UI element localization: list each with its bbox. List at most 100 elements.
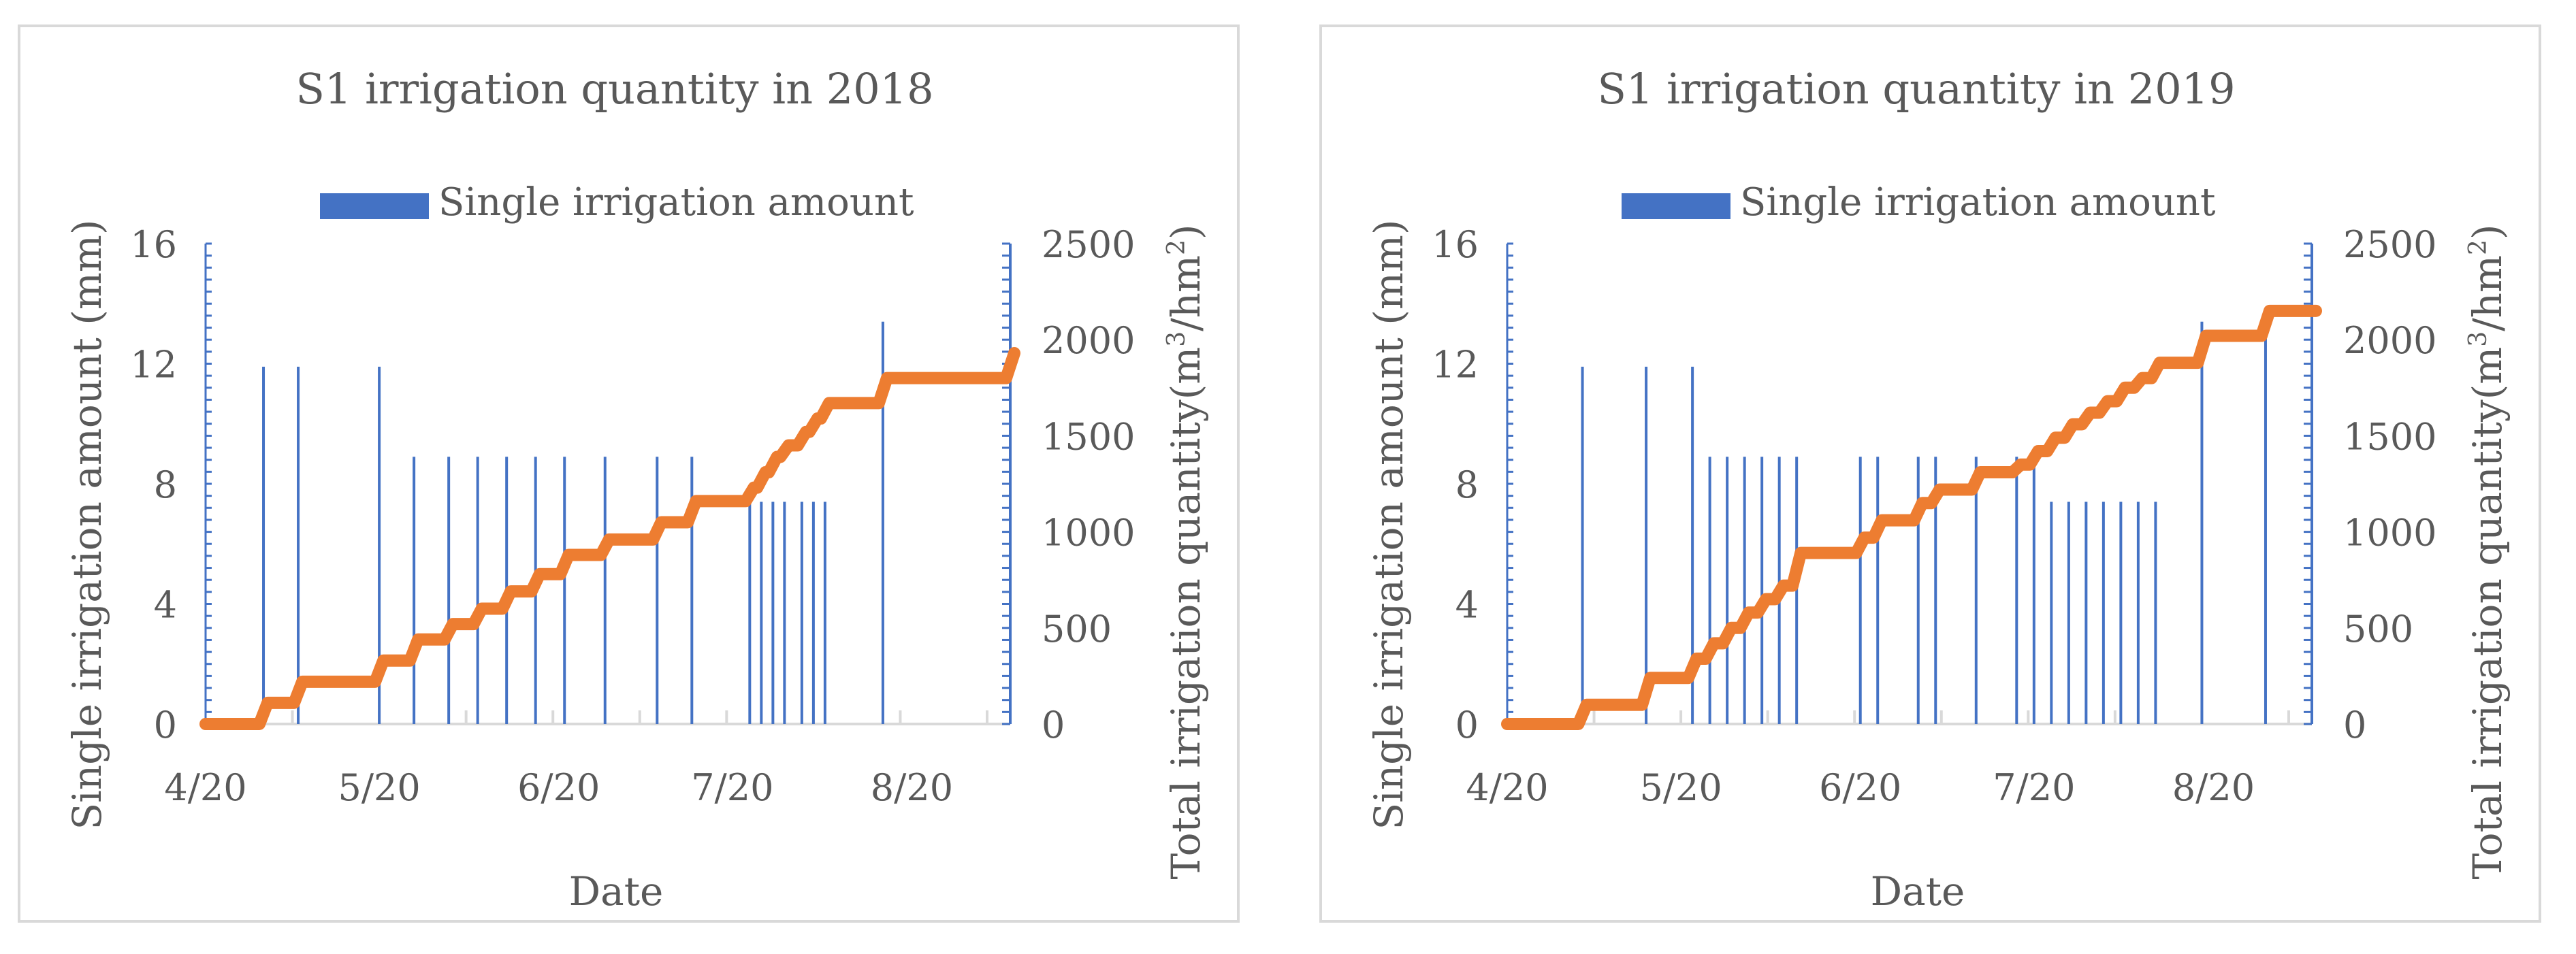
total-line-point xyxy=(772,456,774,458)
y-right-tick-label: 2500 xyxy=(2343,223,2436,266)
y-right-tick-label: 0 xyxy=(2343,704,2366,746)
total-line-point xyxy=(2050,437,2052,439)
total-line-point xyxy=(1709,642,1711,644)
bar xyxy=(1645,366,1648,724)
x-axis-title: Date xyxy=(1871,868,1965,915)
bar xyxy=(2200,321,2204,725)
bar xyxy=(2154,501,2157,724)
bar xyxy=(297,366,300,724)
bar xyxy=(800,501,803,724)
total-line-point xyxy=(2120,386,2122,389)
bar xyxy=(2102,501,2105,724)
bar xyxy=(1795,457,1799,724)
x-tick-label: 5/20 xyxy=(338,766,420,809)
total-line-point xyxy=(1778,585,1780,587)
chart-panel-2019: S1 irrigation quantity in 2019 Single irr… xyxy=(1319,24,2541,923)
y-left-tick-label: 12 xyxy=(1432,344,1479,386)
x-tick-label: 6/20 xyxy=(517,766,600,809)
legend-label: Single irrigation amount xyxy=(438,180,914,225)
x-tick-label: 7/20 xyxy=(1993,766,2075,809)
x-tick-label: 5/20 xyxy=(1639,766,1722,809)
y-right-axis-title-part: 2 xyxy=(1163,240,1191,255)
y-right-axis-title-part: 2 xyxy=(2464,240,2492,255)
total-line-point xyxy=(506,591,508,593)
total-line-point xyxy=(1645,677,1647,679)
total-line-point xyxy=(1761,598,1763,600)
bar xyxy=(1708,457,1711,724)
bar xyxy=(1974,457,1978,724)
total-line-point xyxy=(749,487,751,489)
chart-title: S1 irrigation quantity in 2019 xyxy=(1597,64,2235,114)
total-line-point xyxy=(448,623,450,625)
total-line-point xyxy=(379,659,381,661)
chart-svg: S1 irrigation quantity in 2019 Single irr… xyxy=(1366,64,2511,915)
bar xyxy=(811,501,815,724)
total-line-point xyxy=(477,608,479,610)
total-line-point xyxy=(1975,472,1977,474)
total-line-point xyxy=(801,431,803,433)
y-right-axis-title-part: Total irrigation quantity(m xyxy=(1163,347,1209,880)
bar xyxy=(823,501,826,724)
y-right-axis-title-part: /hm xyxy=(2464,255,2511,331)
bar xyxy=(881,321,884,725)
total-line-point xyxy=(2016,463,2018,465)
bar xyxy=(1726,457,1729,724)
total-line-point xyxy=(1796,552,1798,554)
total-line-point xyxy=(2137,377,2139,379)
y-left-axis-title: Single irrigation amount (mm) xyxy=(64,219,110,829)
bar xyxy=(2084,501,2088,724)
y-left-tick-label: 16 xyxy=(1432,223,1479,266)
total-line-point xyxy=(2311,310,2313,312)
y-right-axis-title-part: Total irrigation quantity(m xyxy=(2464,347,2511,880)
y-right-axis-title-part: 3 xyxy=(2464,331,2492,347)
chart-svg: S1 irrigation quantity in 2018 Single irr… xyxy=(64,64,1209,915)
bar xyxy=(2032,457,2035,724)
total-line-point xyxy=(2201,335,2203,337)
bar xyxy=(476,457,479,724)
legend-swatch xyxy=(320,193,429,219)
bar xyxy=(262,366,265,724)
y-left-tick-label: 4 xyxy=(1455,584,1479,627)
total-line-point xyxy=(760,472,762,474)
total-line-point xyxy=(1726,627,1728,629)
total-line-point xyxy=(263,702,265,704)
y-left-tick-label: 16 xyxy=(130,223,177,266)
total-line xyxy=(199,346,1020,730)
chart-panel-2018: S1 irrigation quantity in 2018 Single irr… xyxy=(18,24,1240,923)
total-line-point xyxy=(1877,519,1879,521)
total-line-point xyxy=(812,417,814,419)
y-left-tick-label: 12 xyxy=(130,344,177,386)
y-left-tick-label: 8 xyxy=(154,463,177,506)
bar xyxy=(656,457,659,724)
y-right-axis-title: Total irrigation quantity(m3/hm2) xyxy=(1163,224,1209,879)
bar xyxy=(563,457,566,724)
bar xyxy=(447,457,451,724)
y-right-tick-label: 500 xyxy=(2343,608,2413,651)
total-line-point xyxy=(413,638,415,640)
total-line-point xyxy=(205,723,206,725)
y-left-tick-label: 0 xyxy=(154,704,177,746)
bar xyxy=(1743,457,1746,724)
y-right-axis-title-part: /hm xyxy=(1163,255,1209,331)
bar xyxy=(2050,501,2053,724)
legend-label: Single irrigation amount xyxy=(1740,180,2216,225)
x-axis-title: Date xyxy=(569,868,664,915)
x-tick-label: 4/20 xyxy=(164,766,246,809)
total-line-point xyxy=(784,444,786,446)
total-line-point xyxy=(2033,450,2035,452)
bar xyxy=(783,501,786,724)
y-right-tick-label: 1500 xyxy=(1042,415,1135,458)
bar xyxy=(2264,321,2267,725)
bar xyxy=(771,501,775,724)
y-right-tick-label: 2000 xyxy=(1042,319,1135,362)
bar xyxy=(1691,366,1694,724)
total-line xyxy=(1501,304,2322,730)
total-line-point xyxy=(2264,310,2266,312)
bar xyxy=(378,366,381,724)
total-line-point xyxy=(2102,400,2104,402)
total-line-point xyxy=(1917,502,1919,504)
y-right-axis-title-part: ) xyxy=(1163,224,1209,240)
y-left-axis-title: Single irrigation amount (mm) xyxy=(1366,219,1412,829)
total-line-point xyxy=(1581,704,1583,706)
total-line-point xyxy=(2155,362,2157,364)
